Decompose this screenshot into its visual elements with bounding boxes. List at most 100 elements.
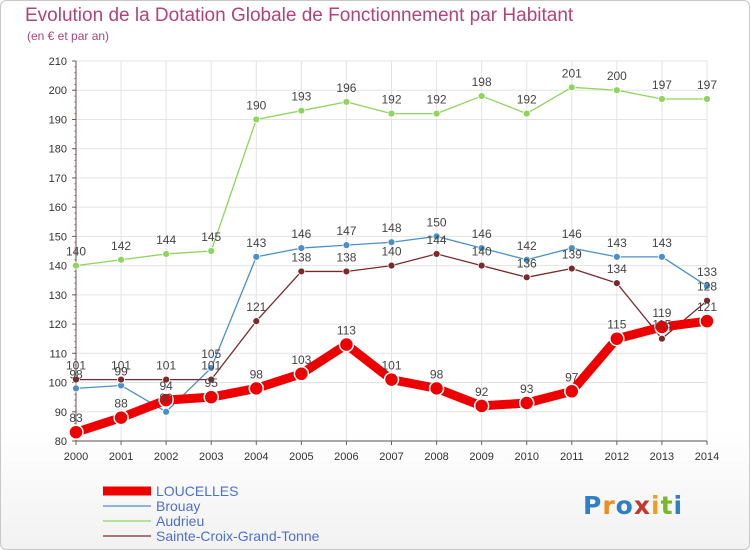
y-tick-label: 120 <box>49 319 67 331</box>
data-label-loucelles: 115 <box>607 318 626 332</box>
data-point-audrieu <box>522 109 531 118</box>
logo-letter: t <box>660 491 674 520</box>
data-point-brouay <box>432 232 441 241</box>
data-label-brouay: 105 <box>201 347 221 361</box>
data-label-sainte-croix-grand-tonne: 144 <box>427 233 447 247</box>
data-label-loucelles: 83 <box>69 411 83 425</box>
data-point-sainte-croix-grand-tonne <box>342 267 351 276</box>
proxiti-logo[interactable]: Proxiti <box>583 491 683 520</box>
data-label-loucelles: 113 <box>337 324 356 338</box>
data-point-brouay <box>162 407 171 416</box>
data-point-audrieu <box>342 98 351 106</box>
x-tick-label: 2013 <box>650 451 674 463</box>
data-point-sainte-croix-grand-tonne <box>658 334 666 343</box>
data-point-loucelles <box>113 409 129 426</box>
y-tick-label: 80 <box>55 436 67 448</box>
y-tick-label: 180 <box>49 144 67 156</box>
data-label-loucelles: 92 <box>475 385 489 399</box>
data-point-brouay <box>252 252 261 261</box>
data-point-loucelles <box>338 336 355 353</box>
data-point-sainte-croix-grand-tonne <box>162 375 171 384</box>
data-point-loucelles <box>203 389 219 405</box>
data-point-audrieu <box>252 115 261 124</box>
logo-letter: i <box>651 491 661 520</box>
x-tick-label: 2005 <box>289 451 313 463</box>
data-point-loucelles <box>518 395 535 411</box>
data-point-brouay <box>477 244 486 252</box>
data-label-loucelles: 88 <box>114 397 128 411</box>
data-label-brouay: 133 <box>697 265 717 279</box>
data-label-loucelles: 121 <box>697 300 717 314</box>
data-label-loucelles: 95 <box>205 376 219 390</box>
legend-label: LOUCELLES <box>156 483 238 499</box>
data-label-audrieu: 192 <box>517 93 537 107</box>
y-tick-label: 150 <box>49 231 67 243</box>
logo-letter: P <box>583 491 603 520</box>
y-tick-label: 190 <box>49 114 67 126</box>
legend-label: Sainte-Croix-Grand-Tonne <box>156 528 320 544</box>
legend-label: Brouay <box>156 498 200 514</box>
data-point-audrieu <box>207 247 216 255</box>
data-point-loucelles <box>564 383 580 400</box>
data-point-audrieu <box>72 261 80 270</box>
y-tick-label: 170 <box>49 173 67 185</box>
data-label-brouay: 99 <box>114 364 128 378</box>
data-label-brouay: 142 <box>517 239 537 253</box>
data-label-brouay: 143 <box>652 236 672 250</box>
data-point-brouay <box>342 241 351 250</box>
x-tick-label: 2000 <box>64 451 88 463</box>
data-point-loucelles <box>68 424 84 440</box>
data-label-loucelles: 101 <box>381 359 401 373</box>
data-label-loucelles: 98 <box>250 367 264 381</box>
data-label-audrieu: 198 <box>472 75 492 89</box>
data-point-brouay <box>658 252 666 261</box>
data-point-audrieu <box>162 250 171 258</box>
data-label-audrieu: 200 <box>607 69 627 83</box>
x-tick-label: 2001 <box>109 451 133 463</box>
data-point-sainte-croix-grand-tonne <box>117 375 125 384</box>
data-point-loucelles <box>654 319 670 335</box>
data-label-brouay: 150 <box>427 215 447 229</box>
data-point-sainte-croix-grand-tonne <box>252 317 261 326</box>
data-label-sainte-croix-grand-tonne: 138 <box>291 250 311 264</box>
data-label-sainte-croix-grand-tonne: 128 <box>697 280 717 294</box>
data-point-sainte-croix-grand-tonne <box>612 279 621 288</box>
x-tick-label: 2008 <box>424 451 448 463</box>
data-point-loucelles <box>473 398 490 414</box>
data-point-sainte-croix-grand-tonne <box>477 261 486 270</box>
data-label-sainte-croix-grand-tonne: 136 <box>517 256 537 270</box>
data-label-sainte-croix-grand-tonne: 115 <box>652 318 671 332</box>
data-point-brouay <box>703 282 711 290</box>
data-label-audrieu: 142 <box>111 239 131 253</box>
y-tick-label: 160 <box>49 202 67 214</box>
data-point-brouay <box>297 244 306 252</box>
data-label-loucelles: 98 <box>430 367 444 381</box>
data-label-sainte-croix-grand-tonne: 101 <box>201 359 221 373</box>
data-label-loucelles: 93 <box>520 382 534 396</box>
data-label-brouay: 147 <box>336 224 356 238</box>
data-point-loucelles <box>699 313 715 329</box>
data-label-sainte-croix-grand-tonne: 140 <box>472 245 492 259</box>
data-label-audrieu: 192 <box>427 93 447 107</box>
logo-letter: i <box>673 491 684 520</box>
data-label-audrieu: 145 <box>201 230 221 244</box>
data-label-audrieu: 197 <box>652 78 672 92</box>
data-label-sainte-croix-grand-tonne: 140 <box>381 245 401 259</box>
data-point-audrieu <box>297 106 306 115</box>
data-point-audrieu <box>612 86 621 95</box>
data-label-audrieu: 192 <box>381 93 401 107</box>
x-tick-label: 2006 <box>334 451 358 463</box>
data-point-sainte-croix-grand-tonne <box>432 250 441 258</box>
data-label-brouay: 143 <box>607 236 627 250</box>
logo-letter: o <box>615 491 634 520</box>
x-tick-label: 2003 <box>199 451 223 463</box>
data-label-loucelles: 97 <box>565 370 579 384</box>
data-point-sainte-croix-grand-tonne <box>522 273 531 282</box>
data-point-brouay <box>207 364 216 372</box>
data-point-loucelles <box>609 330 625 347</box>
data-label-audrieu: 140 <box>66 245 86 259</box>
x-tick-label: 2011 <box>560 451 584 463</box>
data-label-loucelles: 103 <box>291 353 311 367</box>
